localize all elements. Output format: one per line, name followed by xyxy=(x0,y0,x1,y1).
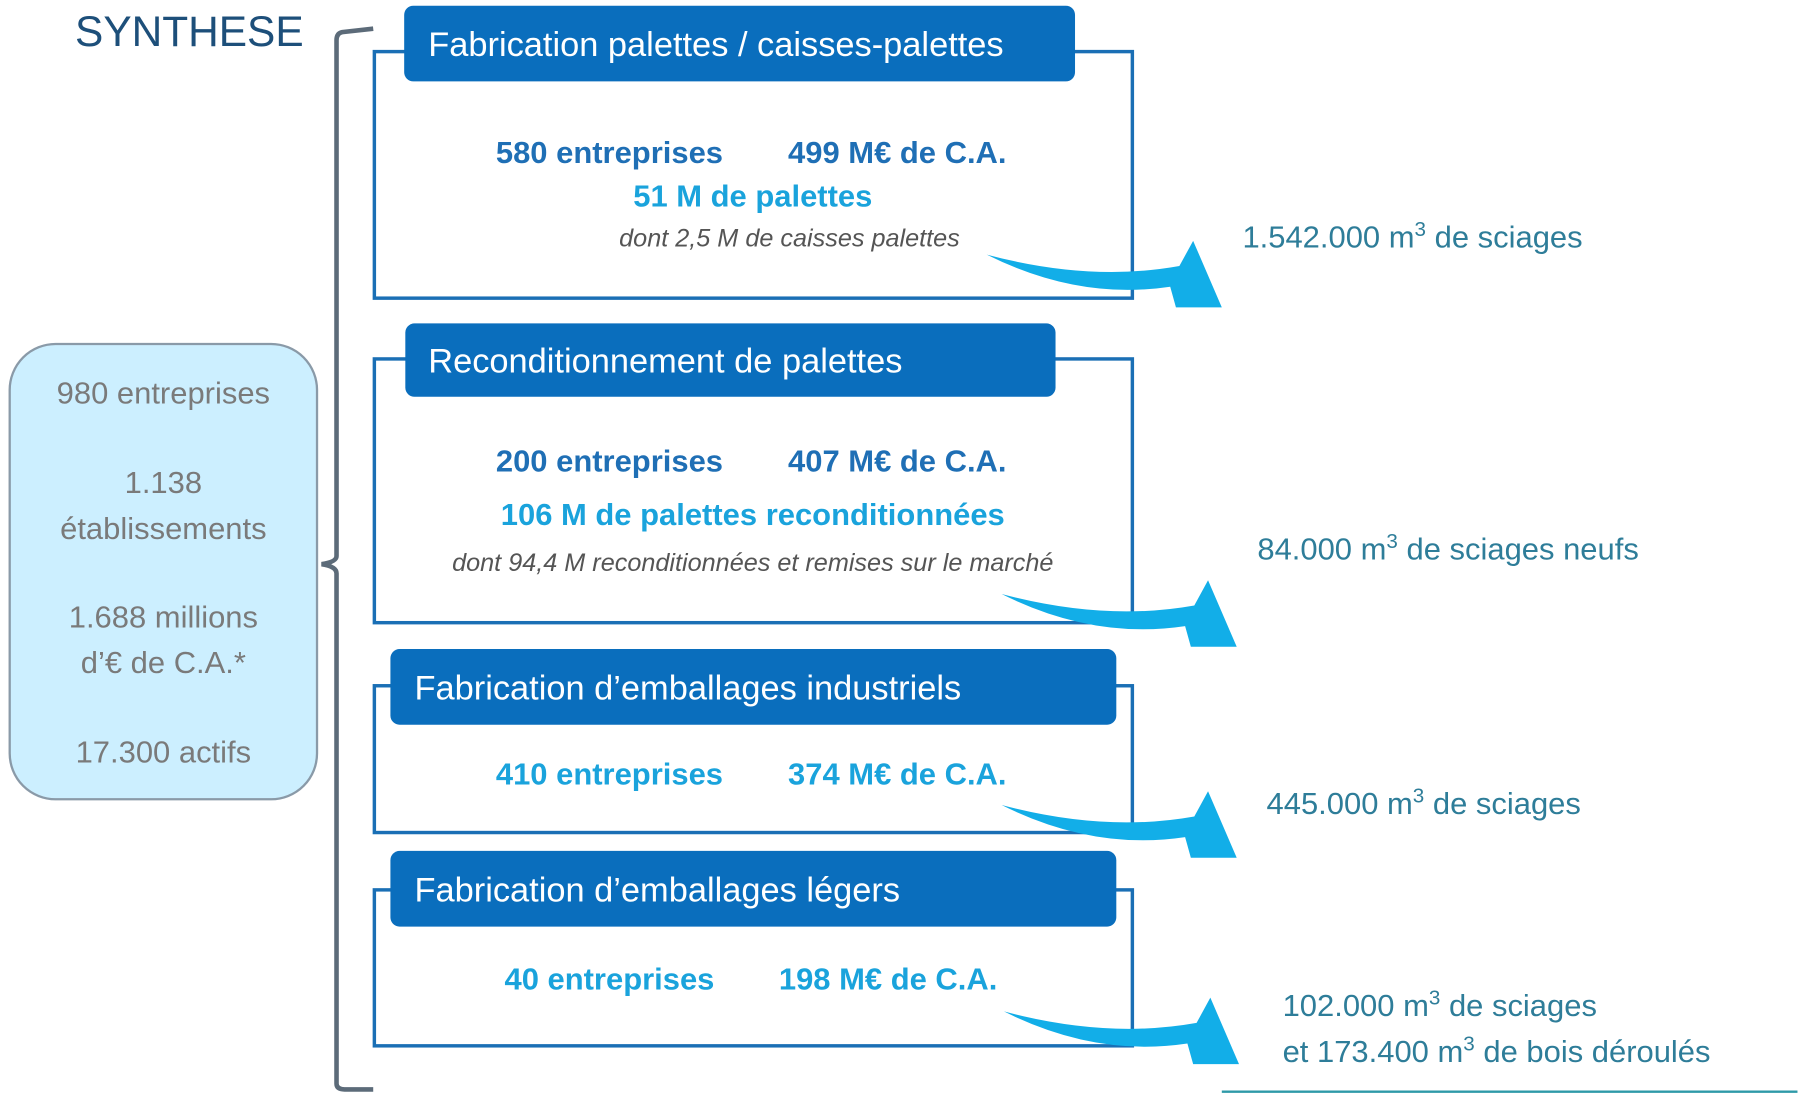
note: dont 94,4 M reconditionnées et remises s… xyxy=(452,549,1053,577)
section-header xyxy=(405,323,1056,397)
section-title: Fabrication palettes / caisses-palettes xyxy=(428,26,1003,64)
bracket xyxy=(321,26,374,1092)
arrow xyxy=(986,240,1222,308)
section-header xyxy=(404,5,1076,82)
summary-line: d’€ de C.A.* xyxy=(81,645,246,680)
section-box xyxy=(372,49,1135,300)
output: et 173.400 m3 de bois déroulés xyxy=(1283,1032,1711,1068)
summary-line: 1.688 millions xyxy=(69,599,258,634)
output: 445.000 m3 de sciages xyxy=(1267,785,1581,821)
arrow xyxy=(1001,580,1237,647)
arrow xyxy=(1001,791,1237,858)
section-header xyxy=(390,649,1117,725)
palettes: 51 M de palettes xyxy=(633,178,872,213)
summary-line: 1.138 xyxy=(125,465,202,500)
section-title: Fabrication d’emballages industriels xyxy=(414,670,961,708)
section-header xyxy=(390,850,1117,927)
arrow xyxy=(1003,997,1240,1065)
entreprises: 580 entreprises xyxy=(496,135,723,170)
entreprises: 40 entreprises xyxy=(504,962,714,997)
entreprises: 410 entreprises xyxy=(496,756,723,791)
ca: 499 M€ de C.A. xyxy=(788,135,1006,170)
ca: 198 M€ de C.A. xyxy=(779,962,997,997)
palettes: 106 M de palettes reconditionnées xyxy=(501,497,1005,532)
summary-box xyxy=(8,342,319,801)
output: 1.542.000 m3 de sciages xyxy=(1242,218,1582,254)
entreprises: 200 entreprises xyxy=(496,443,723,478)
section-box xyxy=(372,357,1135,625)
output: 102.000 m3 de sciages xyxy=(1283,987,1597,1023)
summary-line: 980 entreprises xyxy=(57,376,270,411)
output: 84.000 m3 de sciages neufs xyxy=(1257,530,1638,566)
section-title: Fabrication d’emballages légers xyxy=(414,871,900,909)
ca: 407 M€ de C.A. xyxy=(788,443,1006,478)
ca: 374 M€ de C.A. xyxy=(788,756,1006,791)
title: SYNTHESE xyxy=(75,8,304,55)
summary-line: établissements xyxy=(60,511,266,546)
summary-line: 17.300 actifs xyxy=(76,735,252,770)
note: dont 2,5 M de caisses palettes xyxy=(619,225,960,253)
section-title: Reconditionnement de palettes xyxy=(428,343,902,381)
